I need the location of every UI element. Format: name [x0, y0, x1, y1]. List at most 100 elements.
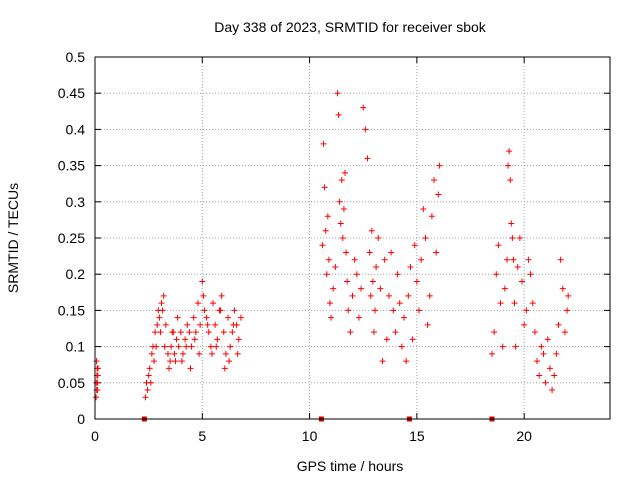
x-tick-label: 5 — [198, 428, 206, 444]
data-point — [162, 321, 169, 328]
data-point — [93, 358, 100, 365]
data-point — [178, 358, 185, 365]
data-point — [208, 350, 215, 357]
y-tick-label: 0.3 — [66, 194, 86, 210]
data-point — [531, 329, 538, 336]
data-point — [184, 321, 191, 328]
data-point — [353, 271, 360, 278]
data-point — [161, 343, 168, 350]
data-point — [416, 307, 423, 314]
data-point — [373, 263, 380, 270]
data-point — [508, 220, 515, 227]
data-point — [501, 285, 508, 292]
data-point — [523, 307, 530, 314]
data-point — [497, 300, 504, 307]
data-point — [388, 249, 395, 256]
y-tick-label: 0.05 — [58, 375, 85, 391]
data-point — [367, 292, 374, 299]
data-point — [338, 177, 345, 184]
data-point — [225, 314, 232, 321]
data-point — [170, 329, 177, 336]
data-point — [328, 314, 335, 321]
data-point — [160, 292, 167, 299]
data-point — [559, 285, 566, 292]
x-tick-label: 0 — [91, 428, 99, 444]
data-point — [512, 343, 519, 350]
data-point — [390, 307, 397, 314]
data-point — [369, 278, 376, 285]
y-axis-label: SRMTID / TECUs — [5, 183, 21, 293]
data-point — [172, 358, 179, 365]
data-point — [148, 350, 155, 357]
data-point — [173, 336, 180, 343]
data-point — [195, 300, 201, 307]
data-point — [200, 292, 207, 299]
data-point — [422, 235, 429, 241]
data-point — [205, 329, 212, 336]
data-point — [428, 213, 435, 220]
data-point — [144, 387, 151, 394]
data-point — [398, 343, 405, 350]
data-point — [426, 292, 433, 299]
chart-title: Day 338 of 2023, SRMTID for receiver sbo… — [214, 19, 487, 35]
data-point — [538, 343, 545, 350]
x-tick-label: 15 — [409, 428, 425, 444]
data-point — [145, 372, 152, 379]
data-point — [383, 336, 390, 343]
data-point — [525, 256, 532, 263]
data-point — [179, 350, 186, 357]
data-point — [335, 111, 342, 118]
data-point — [94, 387, 101, 394]
y-tick-label: 0 — [77, 411, 85, 427]
data-point — [529, 300, 536, 307]
data-point — [326, 300, 333, 307]
data-point — [514, 263, 521, 270]
x-tick-label: 20 — [516, 428, 532, 444]
data-point — [319, 242, 326, 249]
data-point — [94, 372, 101, 379]
data-point — [358, 285, 365, 292]
data-point — [511, 300, 518, 307]
data-point — [411, 242, 418, 249]
data-point — [516, 235, 523, 241]
data-point — [561, 329, 568, 336]
data-point — [551, 372, 558, 379]
data-point — [564, 307, 571, 314]
data-point — [519, 278, 526, 285]
data-point — [392, 329, 399, 336]
data-point — [201, 307, 208, 314]
data-point — [93, 394, 100, 401]
data-point — [396, 300, 403, 307]
data-point — [424, 321, 431, 328]
data-point — [510, 256, 517, 263]
data-point — [418, 256, 425, 263]
data-point — [504, 256, 510, 263]
data-point — [553, 350, 560, 357]
data-point — [347, 329, 354, 336]
data-point — [152, 329, 159, 336]
data-point — [207, 343, 214, 350]
data-point — [385, 292, 392, 299]
data-point — [534, 358, 541, 365]
data-point — [230, 321, 237, 328]
data-point — [542, 379, 549, 386]
data-point — [159, 307, 166, 314]
data-point — [565, 292, 572, 299]
data-point — [527, 271, 534, 278]
data-point — [157, 329, 164, 336]
y-tick-label: 0.4 — [66, 121, 86, 137]
data-point — [341, 169, 348, 176]
data-point — [231, 307, 238, 314]
data-point — [226, 358, 233, 365]
x-axis-label: GPS time / hours — [297, 458, 404, 474]
grid-lines — [95, 57, 610, 419]
y-tick-label: 0.15 — [58, 302, 85, 318]
data-point — [401, 314, 407, 321]
data-point — [420, 206, 427, 213]
data-point — [182, 336, 189, 343]
data-point — [555, 321, 562, 328]
data-point — [168, 343, 175, 350]
data-point — [186, 329, 193, 336]
data-point — [407, 263, 414, 270]
data-point — [488, 350, 495, 357]
